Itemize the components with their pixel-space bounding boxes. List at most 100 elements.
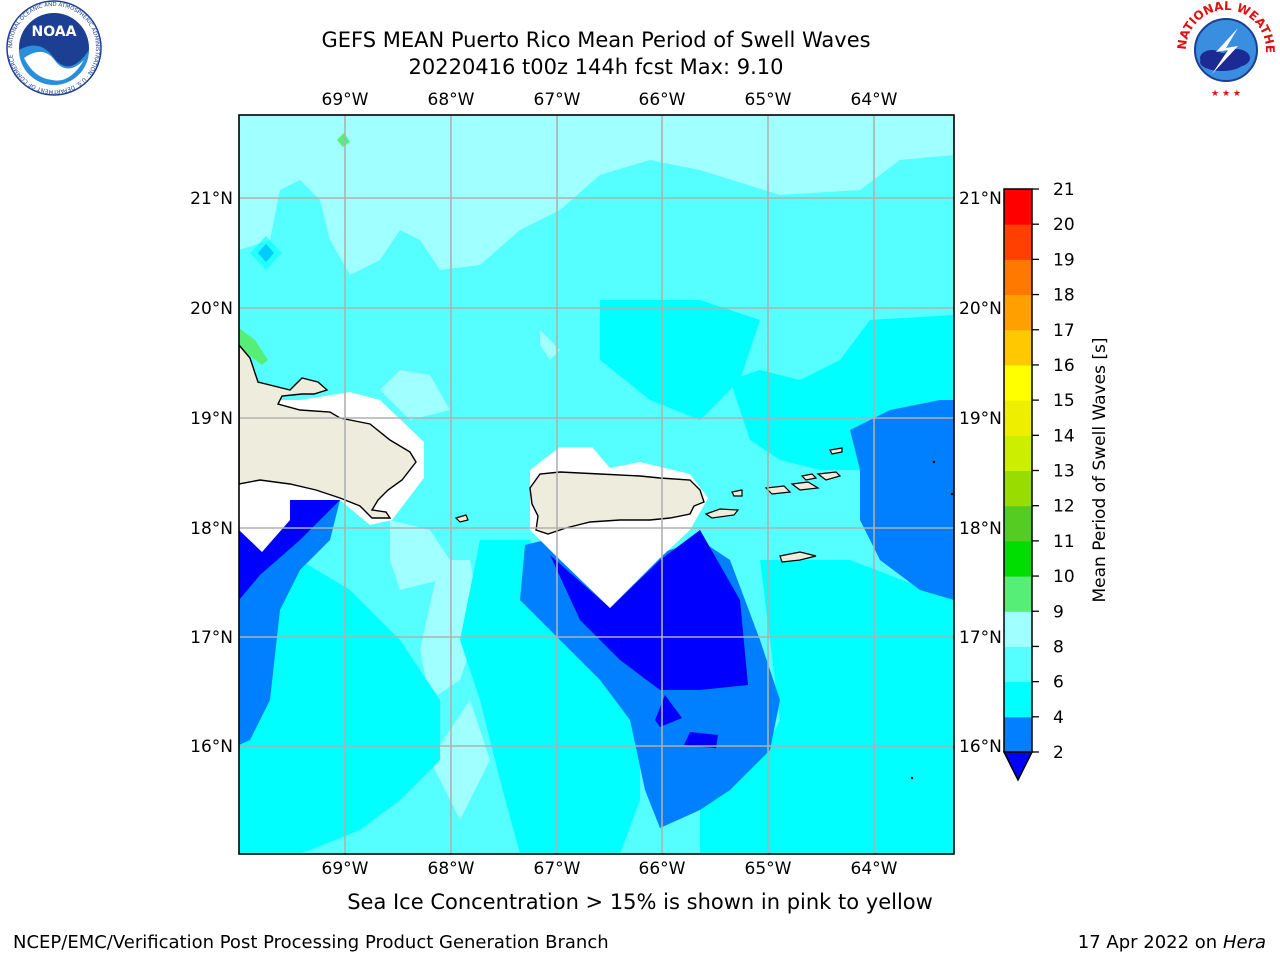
lon-label-top: 68°W [428, 90, 475, 110]
colorbar-segment [1004, 576, 1032, 612]
colorbar-segment [1004, 259, 1032, 296]
anegada-island [829, 447, 843, 455]
colorbar-segment [1004, 646, 1032, 683]
vieques-island [704, 508, 740, 519]
st-john-island [790, 481, 820, 491]
colorbar-segment [1004, 716, 1032, 753]
lon-label-top: 64°W [851, 90, 898, 110]
contour-2-4-east [850, 400, 954, 600]
colorbar-tick-label: 6 [1053, 673, 1064, 693]
island-dot [950, 492, 954, 496]
nws-logo: NATIONAL WEATHER SERVICE ★ ★ ★ [1172, 0, 1277, 99]
lon-label-top: 66°W [639, 90, 686, 110]
colorbar-tick-label: 13 [1053, 462, 1075, 482]
st-croix-island [779, 551, 817, 563]
colorbar-tick-label: 20 [1053, 215, 1075, 235]
colorbar-segment [1004, 505, 1032, 542]
footer-date: 17 Apr 2022 on Hera [1078, 932, 1266, 953]
lon-label-top: 67°W [534, 90, 581, 110]
lon-label-bottom: 64°W [851, 859, 898, 879]
colorbar-segment [1004, 611, 1032, 647]
contour-8-9-north [239, 115, 954, 275]
hispaniola-coastline [239, 343, 417, 519]
lat-label-right: 16°N [959, 737, 1002, 757]
chart-title: GEFS MEAN Puerto Rico Mean Period of Swe… [321, 28, 871, 52]
virgin-gorda-island [816, 471, 842, 481]
colorbar-tick-label: 18 [1053, 286, 1075, 306]
lon-label-bottom: 68°W [428, 859, 475, 879]
lat-label-left: 19°N [190, 409, 233, 429]
puerto-rico-coastline [529, 471, 705, 535]
lon-label-bottom: 67°W [534, 859, 581, 879]
colorbar-segment [1004, 364, 1032, 401]
contour-8-9-patch [390, 520, 450, 590]
contour-below-2-west [239, 500, 340, 600]
colorbar-tick-label: 16 [1053, 356, 1075, 376]
lat-label-right: 19°N [959, 409, 1002, 429]
lon-label-bottom: 66°W [639, 859, 686, 879]
colorbar-tick-label: 4 [1053, 708, 1064, 728]
colorbar-segment [1004, 540, 1032, 577]
lon-label-top: 65°W [745, 90, 792, 110]
colorbar-segment [1004, 470, 1032, 507]
sea-ice-note: Sea Ice Concentration > 15% is shown in … [347, 890, 933, 914]
colorbar-tick-label: 19 [1053, 250, 1075, 270]
colorbar-segment [1004, 400, 1032, 436]
colorbar-segment [1004, 435, 1032, 471]
colorbar-tick-label: 15 [1053, 391, 1075, 411]
footer-date-text: 17 Apr 2022 on [1077, 932, 1223, 953]
colorbar-extend-min [1002, 751, 1034, 782]
contour-9-10-edge [239, 328, 268, 365]
lat-label-right: 21°N [959, 189, 1002, 209]
contour-8-9-patch [540, 330, 560, 360]
chart-subtitle: 20220416 t00z 144h fcst Max: 9.10 [408, 55, 784, 79]
colorbar-segment [1004, 329, 1032, 366]
noaa-logo-mark: NOAA [32, 24, 77, 40]
contour-9-10-spot [337, 133, 350, 147]
colorbar-tick-label: 12 [1053, 497, 1075, 517]
island-dot [932, 460, 936, 464]
contour-below-2-patch [684, 732, 718, 748]
contour-4-6-south [460, 540, 640, 854]
lon-label-bottom: 65°W [745, 859, 792, 879]
colorbar-tick-label: 8 [1053, 637, 1064, 657]
colorbar-label: Mean Period of Swell Waves [s] [1090, 338, 1110, 603]
lat-label-left: 18°N [190, 519, 233, 539]
colorbar-segment [1004, 294, 1032, 331]
colorbar-tick-label: 2 [1053, 743, 1064, 763]
footer-host: Hera [1222, 932, 1266, 953]
contour-8-9-patch [420, 560, 480, 700]
colorbar-segment [1004, 224, 1032, 260]
lat-label-right: 20°N [959, 299, 1002, 319]
lat-label-left: 16°N [190, 737, 233, 757]
colorbar-tick-label: 11 [1053, 532, 1075, 552]
contour-below-2-south [550, 530, 748, 690]
lat-label-left: 20°N [190, 299, 233, 319]
footer-credit: NCEP/EMC/Verification Post Processing Pr… [13, 932, 609, 953]
tortola-island [800, 473, 818, 481]
lat-label-left: 17°N [190, 628, 233, 648]
mona-island [454, 514, 469, 523]
contour-8-9-patch [430, 700, 490, 820]
colorbar-tick-label: 9 [1053, 602, 1064, 622]
lon-label-bottom: 69°W [322, 859, 369, 879]
contour-8-9-patch [380, 370, 450, 420]
culebra-island [731, 489, 743, 497]
lon-label-top: 69°W [322, 90, 369, 110]
colorbar-tick-label: 17 [1053, 321, 1075, 341]
noaa-logo: NOAA NATIONAL OCEANIC AND ATMOSPHERIC AD… [6, 0, 102, 96]
contour-4-6-southeast [700, 560, 954, 854]
st-thomas-island [764, 485, 792, 495]
lat-label-right: 18°N [959, 519, 1002, 539]
contour-4-6-ring [250, 236, 282, 270]
colorbar-tick-label: 14 [1053, 426, 1075, 446]
colorbar-tick-label: 21 [1053, 180, 1075, 200]
lat-label-left: 21°N [190, 189, 233, 209]
island-dot [910, 776, 914, 780]
colorbar-tick-label: 10 [1053, 567, 1075, 587]
swell-period-field [239, 115, 954, 854]
contour-4-6-patch [600, 300, 760, 420]
star-icon: ★ ★ ★ [1211, 89, 1241, 99]
colorbar-segment [1004, 189, 1032, 225]
